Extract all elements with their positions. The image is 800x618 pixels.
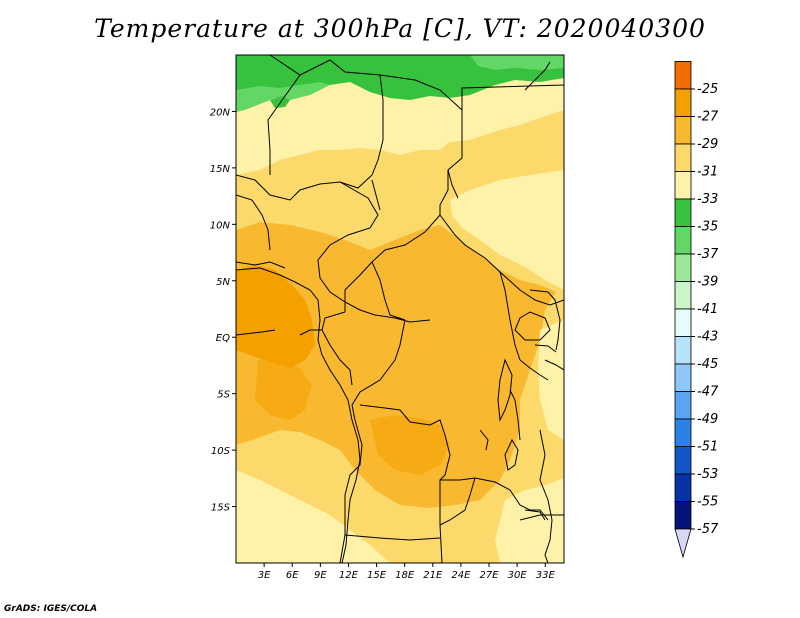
colorbar-box	[674, 226, 692, 255]
field-colder-ne	[470, 55, 564, 70]
colorbar: -25 -27 -29 -31 -33 -35 -37 -39 -41 -43 -45 -47 -49 -…	[674, 61, 719, 559]
latitude-axis: 20N 15N 10N 5N EQ 5S 10S 15S	[210, 107, 236, 514]
colorbar-box	[674, 363, 692, 392]
colorbar-box	[674, 308, 692, 337]
colorbar-label: -37	[697, 247, 719, 262]
field-east-pale	[538, 320, 564, 440]
credit-text: GrADS: IGES/COLA	[4, 604, 98, 614]
lat-tick-label: 10S	[211, 446, 231, 457]
colorbar-label: -35	[697, 220, 718, 235]
lon-tick-label: 18E	[395, 570, 415, 581]
colorbar-box	[674, 501, 692, 530]
colorbar-label: -53	[697, 467, 718, 482]
lat-tick-label: 15S	[211, 503, 231, 514]
field-east-cool	[450, 170, 564, 290]
colorbar-label: -41	[697, 302, 718, 317]
field-cold-patch	[270, 96, 290, 108]
colorbar-label: -25	[697, 82, 718, 97]
colorbar-box	[674, 61, 692, 90]
field-southeast-cool	[495, 478, 564, 563]
colorbar-label: -31	[697, 165, 718, 180]
colorbar-label: -57	[697, 522, 719, 537]
colorbar-box	[674, 446, 692, 475]
colorbar-label: -29	[697, 137, 718, 152]
lat-tick-label: 5N	[216, 277, 230, 288]
lon-tick-label: 24E	[451, 570, 471, 581]
lon-tick-label: 9E	[314, 570, 327, 581]
longitude-axis: 3E 6E 9E 12E 15E 18E 21E 24E 27E 30E 33E	[258, 563, 556, 581]
lon-tick-label: 6E	[286, 570, 299, 581]
map-frame	[235, 54, 565, 564]
colorbar-box	[674, 391, 692, 420]
colorbar-box	[674, 473, 692, 502]
map-panel	[236, 55, 564, 563]
lat-tick-label: EQ	[216, 333, 230, 344]
colorbar-box	[674, 116, 692, 145]
colorbar-label: -47	[697, 385, 719, 400]
colorbar-label: -33	[697, 192, 718, 207]
colorbar-label: -39	[697, 275, 718, 290]
colorbar-box	[674, 336, 692, 365]
colorbar-box	[674, 418, 692, 447]
colorbar-bottom-arrow	[674, 528, 692, 559]
field-south-cool	[236, 470, 390, 563]
colorbar-label: -45	[697, 357, 718, 372]
lat-tick-label: 20N	[210, 107, 231, 118]
colorbar-box	[674, 143, 692, 172]
lon-tick-label: 21E	[423, 570, 443, 581]
colorbar-box	[674, 88, 692, 117]
colorbar-label: -51	[697, 440, 718, 455]
map-title: Temperature at 300hPa [C], VT: 202004030…	[94, 14, 706, 43]
colorbar-box	[674, 171, 692, 200]
lon-tick-label: 3E	[258, 570, 271, 581]
colorbar-box	[674, 198, 692, 227]
lon-tick-label: 12E	[339, 570, 359, 581]
field-warm-drc	[370, 415, 450, 475]
field-central-warm	[236, 222, 556, 508]
colorbar-box	[674, 281, 692, 310]
lon-tick-label: 15E	[367, 570, 387, 581]
colorbar-box	[674, 253, 692, 282]
colorbar-label: -49	[697, 412, 718, 427]
lat-tick-label: 5S	[217, 390, 230, 401]
field-warm-west2	[255, 360, 312, 420]
field-warm-west	[236, 265, 315, 368]
lon-tick-label: 30E	[508, 570, 528, 581]
country-borders	[236, 55, 564, 563]
colorbar-label: -55	[697, 495, 718, 510]
lon-tick-label: 27E	[480, 570, 500, 581]
colorbar-label: -43	[697, 330, 718, 345]
lat-tick-label: 15N	[210, 164, 231, 175]
colorbar-label: -27	[697, 110, 719, 125]
lon-tick-label: 33E	[536, 570, 556, 581]
lat-tick-label: 10N	[210, 220, 231, 231]
